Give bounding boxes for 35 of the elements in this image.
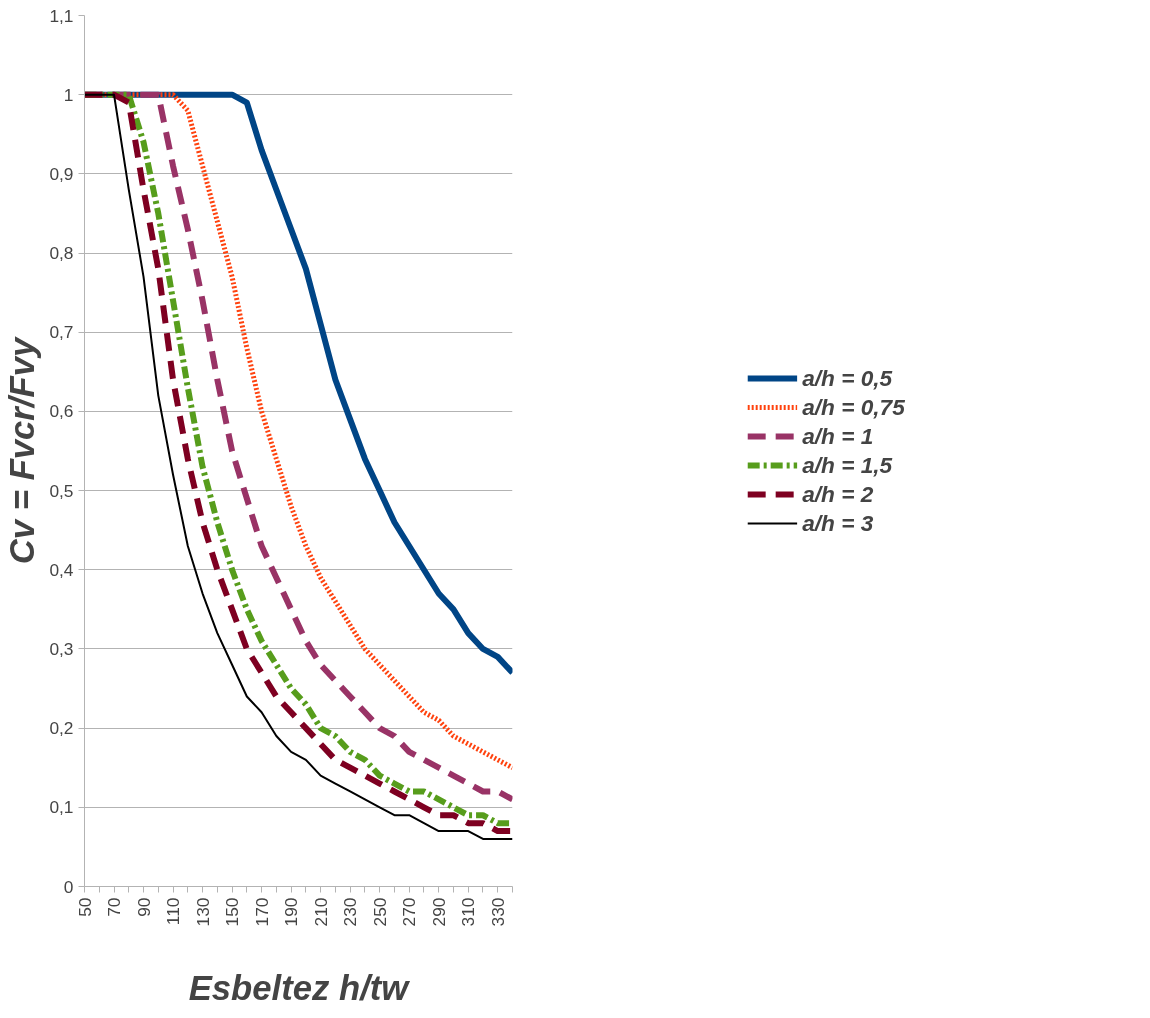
x-axis-title: Esbeltez h/tw [188,969,411,1008]
y-tick-label: 0 [63,876,74,897]
y-tick-label: 0,3 [49,638,74,659]
x-tick-label: 190 [281,897,302,927]
x-tick-label: 70 [104,897,125,917]
x-tick-label: 250 [369,897,390,927]
y-tick-label: 0,4 [49,559,74,580]
x-tick-label: 170 [251,897,272,927]
y-axis-title: Cv = Fvcr/Fvy [3,336,42,565]
x-tick-label: 50 [74,897,95,917]
x-tick-label: 90 [133,897,154,917]
legend-label: a/h = 0,5 [802,364,893,392]
x-tick-label: 330 [487,897,508,927]
y-tick-label: 0,7 [49,322,74,343]
y-tick-label: 0,9 [49,163,74,184]
x-tick-label: 290 [428,897,449,927]
legend-label: a/h = 1 [802,422,874,450]
legend-label: a/h = 2 [802,480,874,508]
y-tick-label: 0,5 [49,480,74,501]
x-tick-label: 150 [222,897,243,927]
y-tick-label: 0,2 [49,718,74,739]
legend-label: a/h = 1,5 [802,451,893,479]
x-tick-label: 210 [310,897,331,927]
y-tick-label: 1,1 [49,5,74,26]
x-tick-label: 230 [340,897,361,927]
legend-label: a/h = 3 [802,509,874,537]
x-tick-label: 110 [163,897,184,926]
x-tick-label: 270 [399,897,420,927]
y-tick-label: 0,1 [49,797,74,818]
y-tick-label: 0,8 [49,243,74,264]
y-tick-label: 0,6 [49,401,74,422]
x-tick-label: 130 [192,897,213,927]
legend-label: a/h = 0,75 [802,393,905,421]
y-tick-label: 1 [63,84,74,105]
x-tick-label: 310 [458,897,479,927]
